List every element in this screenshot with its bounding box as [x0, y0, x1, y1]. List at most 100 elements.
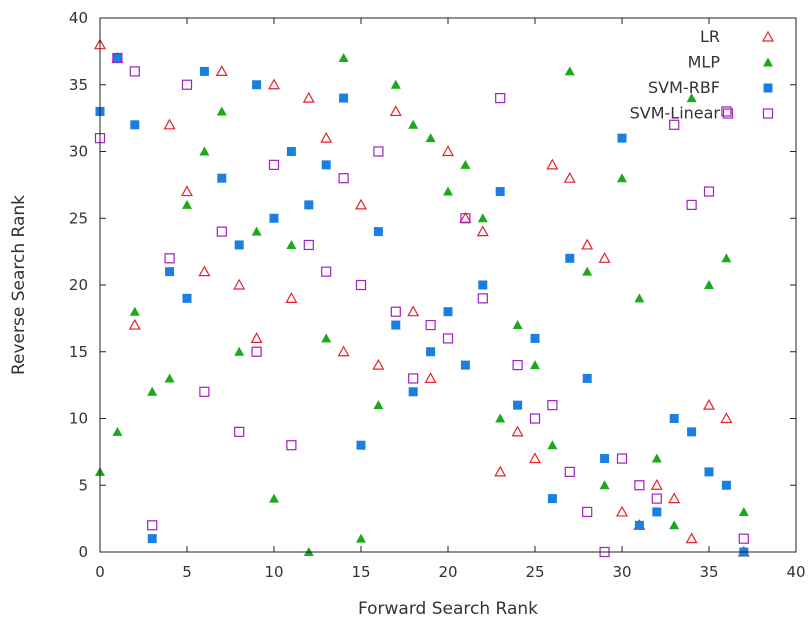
point-svm-linear: [338, 173, 349, 184]
point-svm-linear: [738, 533, 749, 544]
point-mlp: [199, 146, 210, 156]
point-svm-rbf: [478, 280, 488, 290]
x-tick-label: 0: [95, 563, 105, 581]
point-svm-rbf: [199, 66, 209, 76]
point-svm-linear: [616, 453, 628, 464]
point-svm-linear: [495, 92, 506, 104]
point-svm-rbf: [112, 53, 122, 63]
point-mlp: [251, 226, 262, 236]
point-lr: [563, 171, 576, 183]
x-tick-label: 25: [525, 563, 544, 581]
point-lr: [128, 318, 141, 330]
point-mlp: [321, 333, 332, 343]
point-lr: [285, 292, 298, 303]
point-lr: [650, 479, 663, 490]
legend-label-lr: LR: [700, 27, 720, 46]
point-mlp: [477, 213, 488, 223]
legend-marker-mlp: [763, 57, 773, 67]
y-tick-label: 10: [69, 410, 88, 428]
point-svm-linear: [686, 199, 697, 210]
point-lr: [250, 332, 263, 343]
point-lr: [546, 158, 559, 170]
y-tick-label: 25: [69, 209, 88, 227]
point-mlp: [686, 93, 697, 103]
y-axis-label: Reverse Search Rank: [9, 195, 29, 375]
y-tick-label: 20: [69, 276, 88, 294]
legend: LR MLP SVM-RBF SVM-Linear: [630, 27, 775, 123]
series-svm-rbf: [95, 53, 749, 557]
legend-marker-svm-rbf: [763, 83, 773, 93]
legend-label-svm-linear: SVM-Linear: [630, 104, 721, 123]
x-tick-label: 5: [182, 563, 192, 581]
point-lr: [685, 532, 698, 544]
y-tick-label: 15: [69, 343, 88, 361]
legend-label-mlp: MLP: [688, 53, 721, 72]
legend-marker-lr: [761, 30, 775, 42]
x-tick-label: 35: [699, 563, 718, 581]
legend-label-svm-rbf: SVM-RBF: [648, 78, 720, 97]
point-svm-linear: [129, 66, 140, 77]
point-svm-linear: [669, 119, 680, 130]
point-svm-rbf: [426, 347, 436, 357]
legend-marker-svm-linear: [762, 108, 774, 119]
point-svm-rbf: [165, 267, 175, 277]
point-lr: [407, 305, 420, 317]
point-lr: [511, 425, 524, 437]
point-svm-linear: [582, 506, 593, 518]
point-svm-rbf: [286, 147, 296, 156]
point-svm-rbf: [356, 440, 366, 450]
point-svm-rbf: [234, 240, 244, 250]
point-svm-rbf: [704, 467, 714, 477]
point-mlp: [495, 413, 506, 423]
point-mlp: [460, 159, 471, 169]
point-svm-linear: [355, 279, 367, 291]
point-svm-linear: [721, 106, 732, 117]
point-svm-rbf: [460, 360, 470, 370]
point-svm-rbf: [373, 227, 383, 237]
point-svm-rbf: [391, 320, 401, 330]
point-svm-linear: [477, 293, 488, 304]
point-mlp: [512, 320, 523, 330]
point-mlp: [425, 133, 436, 143]
point-lr: [581, 238, 594, 250]
point-svm-linear: [321, 266, 332, 277]
point-mlp: [582, 266, 593, 276]
point-svm-rbf: [530, 333, 540, 343]
point-svm-linear: [373, 146, 384, 157]
y-tick-label: 35: [69, 76, 88, 94]
point-mlp: [704, 280, 714, 289]
point-mlp: [547, 440, 558, 450]
point-mlp: [216, 106, 227, 116]
point-svm-linear: [408, 373, 419, 384]
point-svm-rbf: [495, 187, 505, 197]
point-svm-linear: [703, 186, 715, 197]
point-mlp: [443, 186, 453, 196]
point-lr: [615, 505, 629, 517]
point-lr: [720, 412, 733, 424]
point-svm-rbf: [687, 427, 697, 437]
point-lr: [320, 131, 333, 143]
x-axis-label: Forward Search Rank: [358, 599, 538, 619]
point-svm-rbf: [669, 414, 679, 423]
point-svm-linear: [651, 493, 662, 504]
point-svm-rbf: [513, 400, 523, 410]
point-mlp: [634, 293, 645, 303]
point-svm-linear: [181, 79, 193, 90]
y-tick-label: 5: [78, 476, 88, 494]
point-svm-linear: [390, 306, 401, 317]
point-lr: [668, 492, 681, 504]
point-svm-rbf: [130, 120, 140, 130]
point-mlp: [338, 53, 349, 63]
legend-marker-svm-linear: [722, 108, 734, 119]
point-svm-linear: [460, 213, 471, 224]
y-tick-label: 40: [69, 9, 88, 27]
point-svm-linear: [286, 440, 297, 451]
point-svm-rbf: [252, 80, 262, 90]
point-mlp: [408, 119, 419, 129]
point-mlp: [356, 533, 366, 543]
point-svm-linear: [164, 253, 175, 264]
point-svm-rbf: [600, 454, 610, 464]
point-svm-rbf: [147, 534, 157, 544]
point-lr: [354, 198, 368, 210]
point-svm-linear: [216, 226, 227, 237]
